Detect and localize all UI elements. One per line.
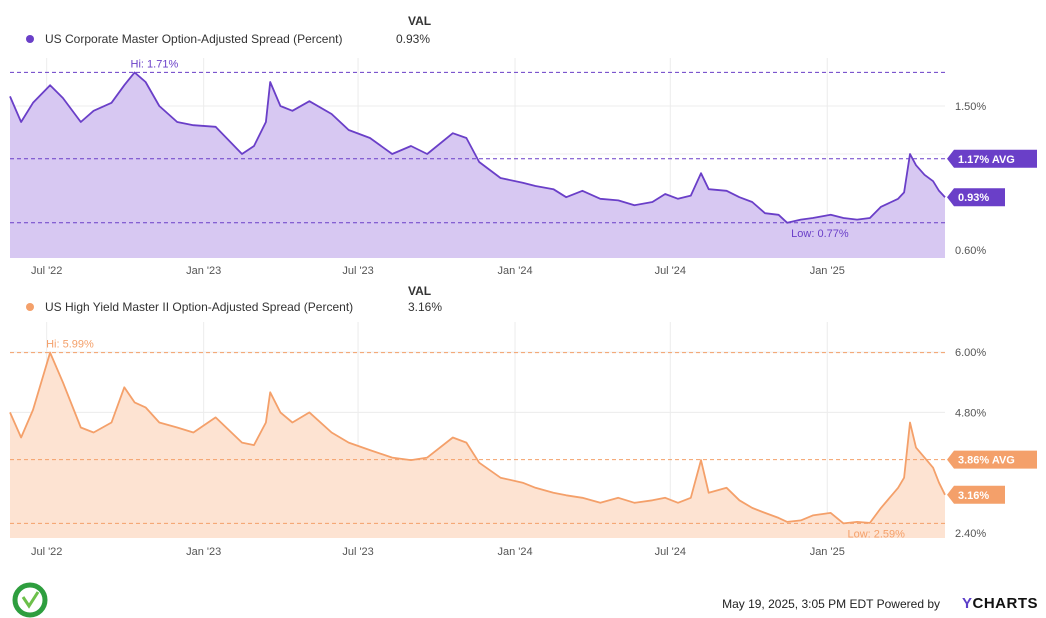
avg-tag-label: 1.17% AVG bbox=[958, 154, 1015, 166]
x-tick-label: Jul '24 bbox=[655, 265, 686, 277]
footer-timestamp: May 19, 2025, 3:05 PM EDT Powered by bbox=[722, 597, 940, 611]
high-yield-spread-chart: VAL US High Yield Master II Option-Adjus… bbox=[9, 285, 1037, 558]
legend-series-name[interactable]: US Corporate Master Option-Adjusted Spre… bbox=[45, 32, 342, 46]
x-tick-label: Jul '23 bbox=[342, 265, 373, 277]
series-area bbox=[10, 72, 945, 259]
x-tick-label: Jan '23 bbox=[186, 265, 221, 277]
timestamp-text: May 19, 2025, 3:05 PM EDT bbox=[722, 597, 874, 611]
legend-header-val: VAL bbox=[408, 14, 431, 28]
brand-y: Y bbox=[961, 595, 973, 612]
ycharts-logo-icon bbox=[12, 582, 48, 618]
hi-label: Hi: 1.71% bbox=[131, 58, 179, 70]
last-value-tag-label: 0.93% bbox=[958, 192, 989, 204]
legend-series-value: 3.16% bbox=[408, 300, 442, 314]
x-tick-label: Jan '25 bbox=[810, 265, 845, 277]
brand-rest: CHARTS bbox=[972, 595, 1038, 612]
x-tick-label: Jul '22 bbox=[31, 546, 62, 558]
avg-tag bbox=[947, 149, 1037, 168]
x-tick-label: Jul '24 bbox=[655, 546, 686, 558]
low-label: Low: 0.77% bbox=[791, 228, 849, 240]
last-value-tag bbox=[947, 485, 1005, 504]
avg-tag bbox=[947, 450, 1037, 469]
legend-dot bbox=[26, 303, 34, 311]
low-label: Low: 2.59% bbox=[847, 528, 905, 540]
corporate-spread-chart: VAL US Corporate Master Option-Adjusted … bbox=[9, 14, 1037, 277]
x-tick-label: Jan '23 bbox=[186, 546, 221, 558]
ycharts-brand[interactable]: YCHARTS bbox=[962, 595, 1038, 612]
series-area bbox=[10, 352, 945, 538]
x-tick-label: Jul '23 bbox=[342, 546, 373, 558]
last-value-tag bbox=[947, 188, 1005, 207]
y-tick-label: 6.00% bbox=[955, 347, 986, 359]
legend-series-name[interactable]: US High Yield Master II Option-Adjusted … bbox=[45, 300, 353, 314]
legend-dot bbox=[26, 35, 34, 43]
plot-area[interactable]: Hi: 1.71%Low: 0.77%0.60%1.20%1.50%Jul '2… bbox=[9, 58, 1037, 277]
x-tick-label: Jan '25 bbox=[810, 546, 845, 558]
series-line bbox=[9, 71, 946, 224]
last-value-tag-label: 3.16% bbox=[958, 490, 989, 502]
y-tick-label: 0.60% bbox=[955, 245, 986, 257]
x-tick-label: Jan '24 bbox=[497, 546, 532, 558]
legend-series-value: 0.93% bbox=[396, 32, 430, 46]
plot-area[interactable]: Hi: 5.99% Low: 2.59% 2.40% 4.80% 6.00% Jul '2… bbox=[9, 322, 1037, 558]
x-tick-label: Jan '24 bbox=[497, 265, 532, 277]
x-tick-label: Jul '22 bbox=[31, 265, 62, 277]
y-tick-label: 4.80% bbox=[955, 407, 986, 419]
y-tick-label: 1.50% bbox=[955, 101, 986, 113]
legend-header-val: VAL bbox=[408, 285, 431, 298]
powered-by-text: Powered by bbox=[876, 597, 940, 611]
hi-label: Hi: 5.99% bbox=[46, 339, 94, 351]
footer: May 19, 2025, 3:05 PM EDT Powered by YCH… bbox=[0, 575, 1046, 618]
y-tick-label: 2.40% bbox=[955, 528, 986, 540]
avg-tag-label: 3.86% AVG bbox=[958, 455, 1015, 467]
